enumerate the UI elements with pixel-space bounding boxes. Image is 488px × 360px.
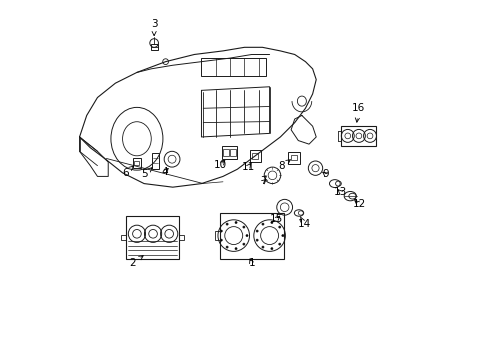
Bar bbox=[290, 155, 296, 160]
Text: 11: 11 bbox=[241, 162, 254, 172]
Text: 1: 1 bbox=[248, 258, 254, 268]
Text: 8: 8 bbox=[277, 160, 290, 171]
Bar bbox=[134, 161, 139, 165]
Bar bbox=[219, 213, 283, 258]
Circle shape bbox=[245, 234, 247, 237]
Circle shape bbox=[220, 230, 222, 232]
Bar bbox=[126, 216, 179, 258]
Circle shape bbox=[243, 243, 244, 245]
Text: 9: 9 bbox=[322, 169, 328, 179]
Bar bbox=[179, 234, 184, 240]
Circle shape bbox=[270, 221, 272, 224]
Text: 6: 6 bbox=[122, 166, 133, 178]
Text: 12: 12 bbox=[352, 199, 365, 210]
Circle shape bbox=[235, 221, 237, 224]
Circle shape bbox=[262, 223, 264, 225]
Bar bbox=[251, 153, 258, 159]
Text: 14: 14 bbox=[297, 217, 310, 229]
Circle shape bbox=[225, 246, 228, 248]
Bar bbox=[287, 152, 299, 164]
Circle shape bbox=[256, 239, 258, 241]
Text: 7: 7 bbox=[260, 176, 266, 186]
Circle shape bbox=[278, 243, 280, 245]
Text: 5: 5 bbox=[141, 168, 152, 179]
Text: 15: 15 bbox=[269, 215, 282, 224]
Bar bbox=[215, 231, 219, 240]
Bar bbox=[150, 44, 158, 50]
Circle shape bbox=[270, 248, 272, 250]
Text: 16: 16 bbox=[351, 103, 365, 122]
Bar bbox=[221, 146, 237, 159]
Bar bbox=[223, 149, 228, 156]
Circle shape bbox=[220, 239, 222, 241]
Text: 10: 10 bbox=[214, 160, 227, 170]
Text: 3: 3 bbox=[150, 19, 157, 36]
Bar bbox=[249, 150, 261, 162]
Text: 2: 2 bbox=[129, 256, 143, 268]
Text: 4: 4 bbox=[161, 167, 168, 177]
Circle shape bbox=[225, 223, 228, 225]
Text: 13: 13 bbox=[333, 187, 346, 197]
Circle shape bbox=[281, 234, 284, 237]
Circle shape bbox=[262, 246, 264, 248]
Bar bbox=[121, 234, 126, 240]
Circle shape bbox=[256, 230, 258, 232]
Circle shape bbox=[235, 248, 237, 250]
Bar bbox=[341, 126, 375, 146]
Circle shape bbox=[278, 226, 280, 228]
Bar bbox=[132, 158, 141, 168]
Bar bbox=[230, 149, 235, 156]
Circle shape bbox=[243, 226, 244, 228]
Bar bbox=[201, 58, 265, 76]
Bar bbox=[152, 153, 159, 168]
